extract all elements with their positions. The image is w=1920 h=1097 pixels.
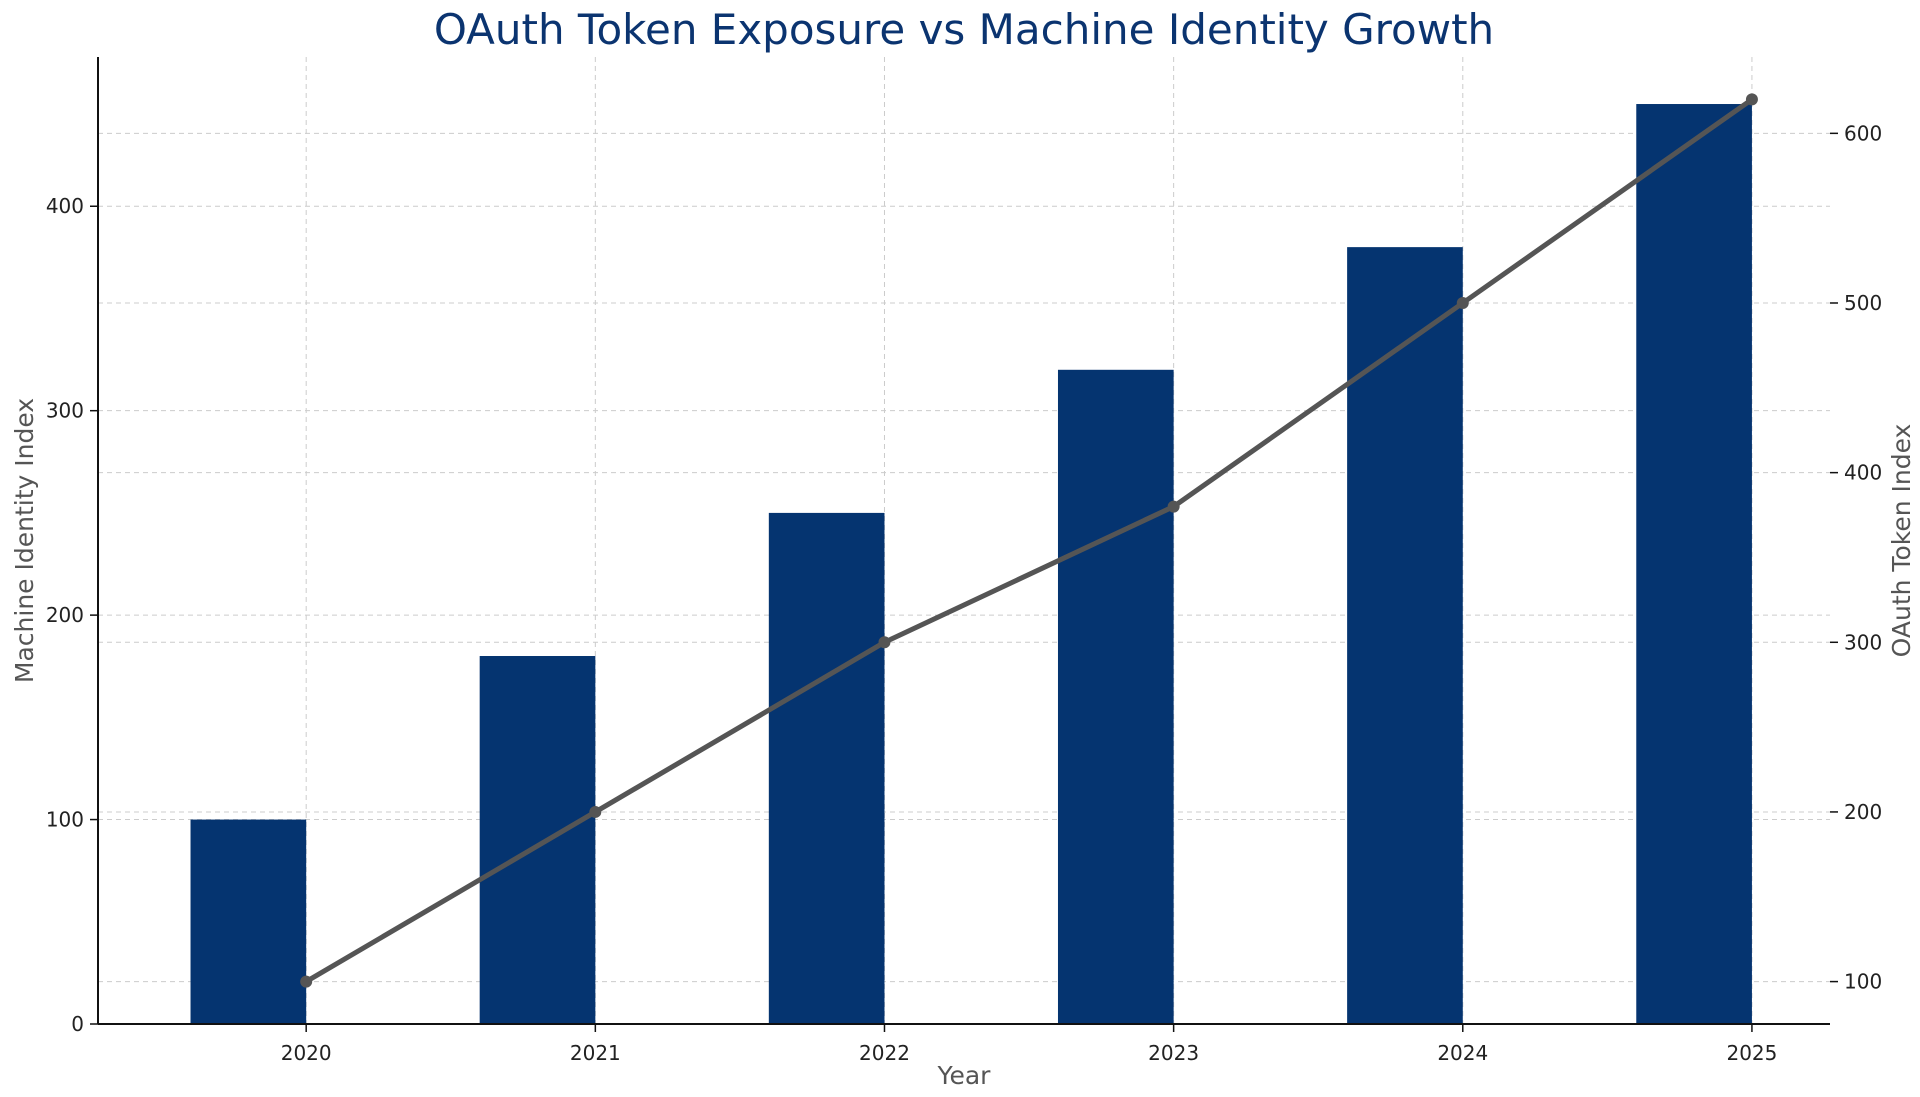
y2-tick-label: 200 [1844, 800, 1882, 824]
x-axis-title: Year [937, 1061, 992, 1090]
y-tick-label: 400 [46, 194, 84, 218]
bar [1057, 369, 1174, 1024]
grid-lines [98, 57, 1830, 1025]
y-tick-label: 0 [71, 1012, 84, 1036]
line-point [878, 636, 891, 649]
bar [1347, 247, 1463, 1024]
chart-title: OAuth Token Exposure vs Machine Identity… [434, 5, 1494, 54]
bar [768, 512, 885, 1024]
y2-tick-label: 300 [1844, 630, 1882, 654]
y-axis-title: Machine Identity Index [10, 398, 39, 683]
y-tick-label: 200 [46, 603, 84, 627]
x-tick-label: 2023 [1148, 1041, 1199, 1065]
bar [479, 656, 596, 1024]
line-point [1456, 296, 1469, 309]
bar [1636, 104, 1752, 1025]
line-series [300, 93, 1758, 988]
line-path [303, 96, 1755, 985]
x-tick-label: 2022 [859, 1041, 910, 1065]
line-point [1745, 93, 1758, 106]
y2-tick-label: 100 [1844, 970, 1882, 994]
x-tick-label: 2020 [281, 1041, 332, 1065]
bar-series [190, 104, 1752, 1025]
y-tick-label: 100 [46, 808, 84, 832]
line-point [589, 805, 602, 818]
x-tick-label: 2024 [1437, 1041, 1488, 1065]
line-point [1167, 500, 1180, 513]
y2-tick-label: 600 [1844, 121, 1882, 145]
y2-axis-title: OAuth Token Index [1887, 424, 1916, 658]
bar [190, 819, 307, 1024]
x-tick-label: 2021 [570, 1041, 621, 1065]
y-tick-label: 300 [46, 399, 84, 423]
y2-tick-label: 500 [1844, 291, 1882, 315]
x-tick-label: 2025 [1726, 1041, 1777, 1065]
tick-labels: 0 100 200 300 400 100 200 300 400 500 600 2020 2021 2… [46, 121, 1882, 1065]
line-point [300, 975, 313, 988]
y2-tick-label: 400 [1844, 461, 1882, 485]
axes [90, 57, 1838, 1032]
